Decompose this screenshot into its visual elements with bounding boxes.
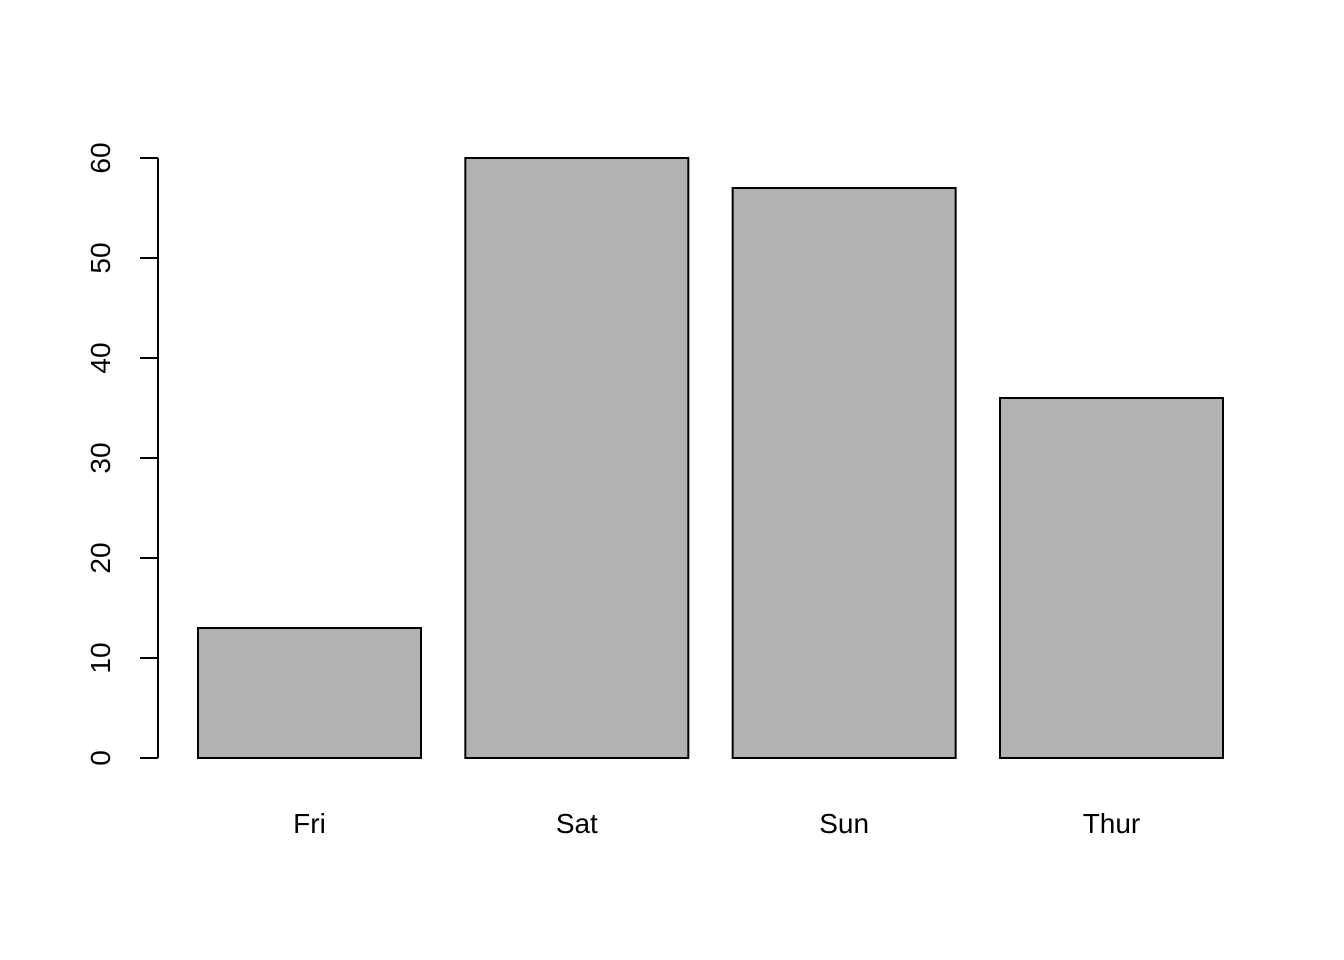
y-tick-label: 20	[85, 542, 116, 573]
x-tick-label-sat: Sat	[556, 808, 598, 839]
y-axis: 0 10 20 30 40 50 60	[85, 142, 159, 766]
y-tick-label: 50	[85, 242, 116, 273]
y-tick-label: 60	[85, 142, 116, 173]
y-tick-label: 30	[85, 442, 116, 473]
x-axis-labels: Fri Sat Sun Thur	[293, 808, 1140, 839]
y-tick-label: 10	[85, 642, 116, 673]
bar-thur	[998, 397, 1224, 759]
bar-sat	[464, 157, 690, 759]
x-tick-label-thur: Thur	[1083, 808, 1141, 839]
bar-sun	[731, 187, 957, 759]
bar-fri	[197, 627, 422, 759]
y-tick-label: 40	[85, 342, 116, 373]
x-tick-label-sun: Sun	[819, 808, 869, 839]
x-tick-label-fri: Fri	[293, 808, 326, 839]
y-tick-label: 0	[85, 750, 116, 766]
bars-group	[197, 157, 1224, 759]
